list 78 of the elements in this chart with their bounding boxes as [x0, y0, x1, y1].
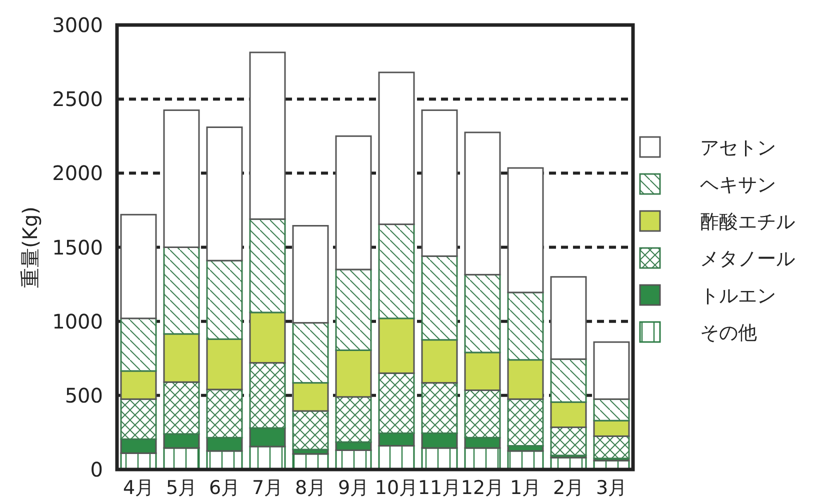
bar [550, 401, 587, 428]
legend-label: トルエン [700, 285, 776, 307]
x-tick-label: 2月 [552, 477, 584, 499]
bar [163, 246, 200, 335]
bar [335, 349, 372, 398]
bar [335, 268, 372, 351]
x-tick-label: 8月 [294, 477, 326, 499]
x-tick-label: 1月 [510, 477, 542, 499]
legend-label: ヘキサン [700, 174, 776, 196]
bar [378, 224, 415, 320]
bar [249, 312, 286, 364]
bar [421, 255, 458, 341]
x-tick-label: 4月 [122, 477, 154, 499]
bar [120, 318, 157, 372]
bar [120, 398, 157, 440]
bar [120, 214, 157, 320]
bar [593, 420, 630, 437]
y-tick-label: 3000 [52, 13, 103, 37]
bar [378, 318, 415, 374]
bar [206, 338, 243, 390]
bar [206, 260, 243, 340]
bar [421, 432, 458, 449]
bar [507, 292, 544, 361]
bar [335, 135, 372, 270]
x-tick-label: 3月 [596, 477, 628, 499]
x-tick-label: 11月 [418, 477, 462, 499]
bar [249, 218, 286, 314]
y-tick-label: 1000 [52, 309, 103, 334]
bar [421, 339, 458, 384]
bar [249, 52, 286, 220]
bar [507, 398, 544, 447]
bar [507, 167, 544, 294]
bar [593, 398, 630, 422]
bar [206, 126, 243, 262]
bar [292, 410, 329, 450]
bar [464, 132, 501, 276]
y-tick-label: 1500 [52, 235, 103, 260]
y-tick-label: 2000 [52, 161, 103, 186]
legend-label: その他 [700, 322, 757, 344]
y-tick-label: 2500 [52, 87, 103, 112]
bar [593, 341, 630, 400]
bar [335, 396, 372, 443]
y-tick-label: 0 [90, 458, 103, 482]
bar [249, 362, 286, 429]
x-tick-label: 7月 [252, 477, 284, 499]
bar [163, 433, 200, 449]
x-tick-label: 9月 [338, 477, 370, 499]
bar [421, 109, 458, 257]
x-tick-label: 12月 [460, 477, 504, 499]
bar [464, 389, 501, 438]
bar [378, 372, 415, 434]
x-tick-label: 10月 [374, 477, 418, 499]
bar [464, 352, 501, 391]
x-tick-label: 6月 [208, 477, 240, 499]
bar [120, 370, 157, 400]
bar [550, 276, 587, 360]
x-tick-label: 5月 [166, 477, 198, 499]
legend-label: 酢酸エチル [700, 211, 795, 233]
bar [163, 333, 200, 383]
bar [550, 358, 587, 403]
bar [292, 225, 329, 324]
legend-label: メタノール [700, 248, 795, 270]
bar [120, 438, 157, 454]
bar [163, 109, 200, 248]
bar [421, 382, 458, 434]
bar [292, 382, 329, 412]
bar [464, 274, 501, 354]
bar [507, 359, 544, 400]
y-tick-label: 500 [64, 383, 103, 408]
bar [206, 388, 243, 438]
bar [249, 427, 286, 448]
legend-label: アセトン [700, 137, 776, 159]
bar [550, 426, 587, 456]
bar [163, 381, 200, 435]
bar [593, 435, 630, 460]
bar [378, 72, 415, 226]
y-axis-title: 重量(Kg) [18, 206, 42, 288]
bar [292, 322, 329, 384]
